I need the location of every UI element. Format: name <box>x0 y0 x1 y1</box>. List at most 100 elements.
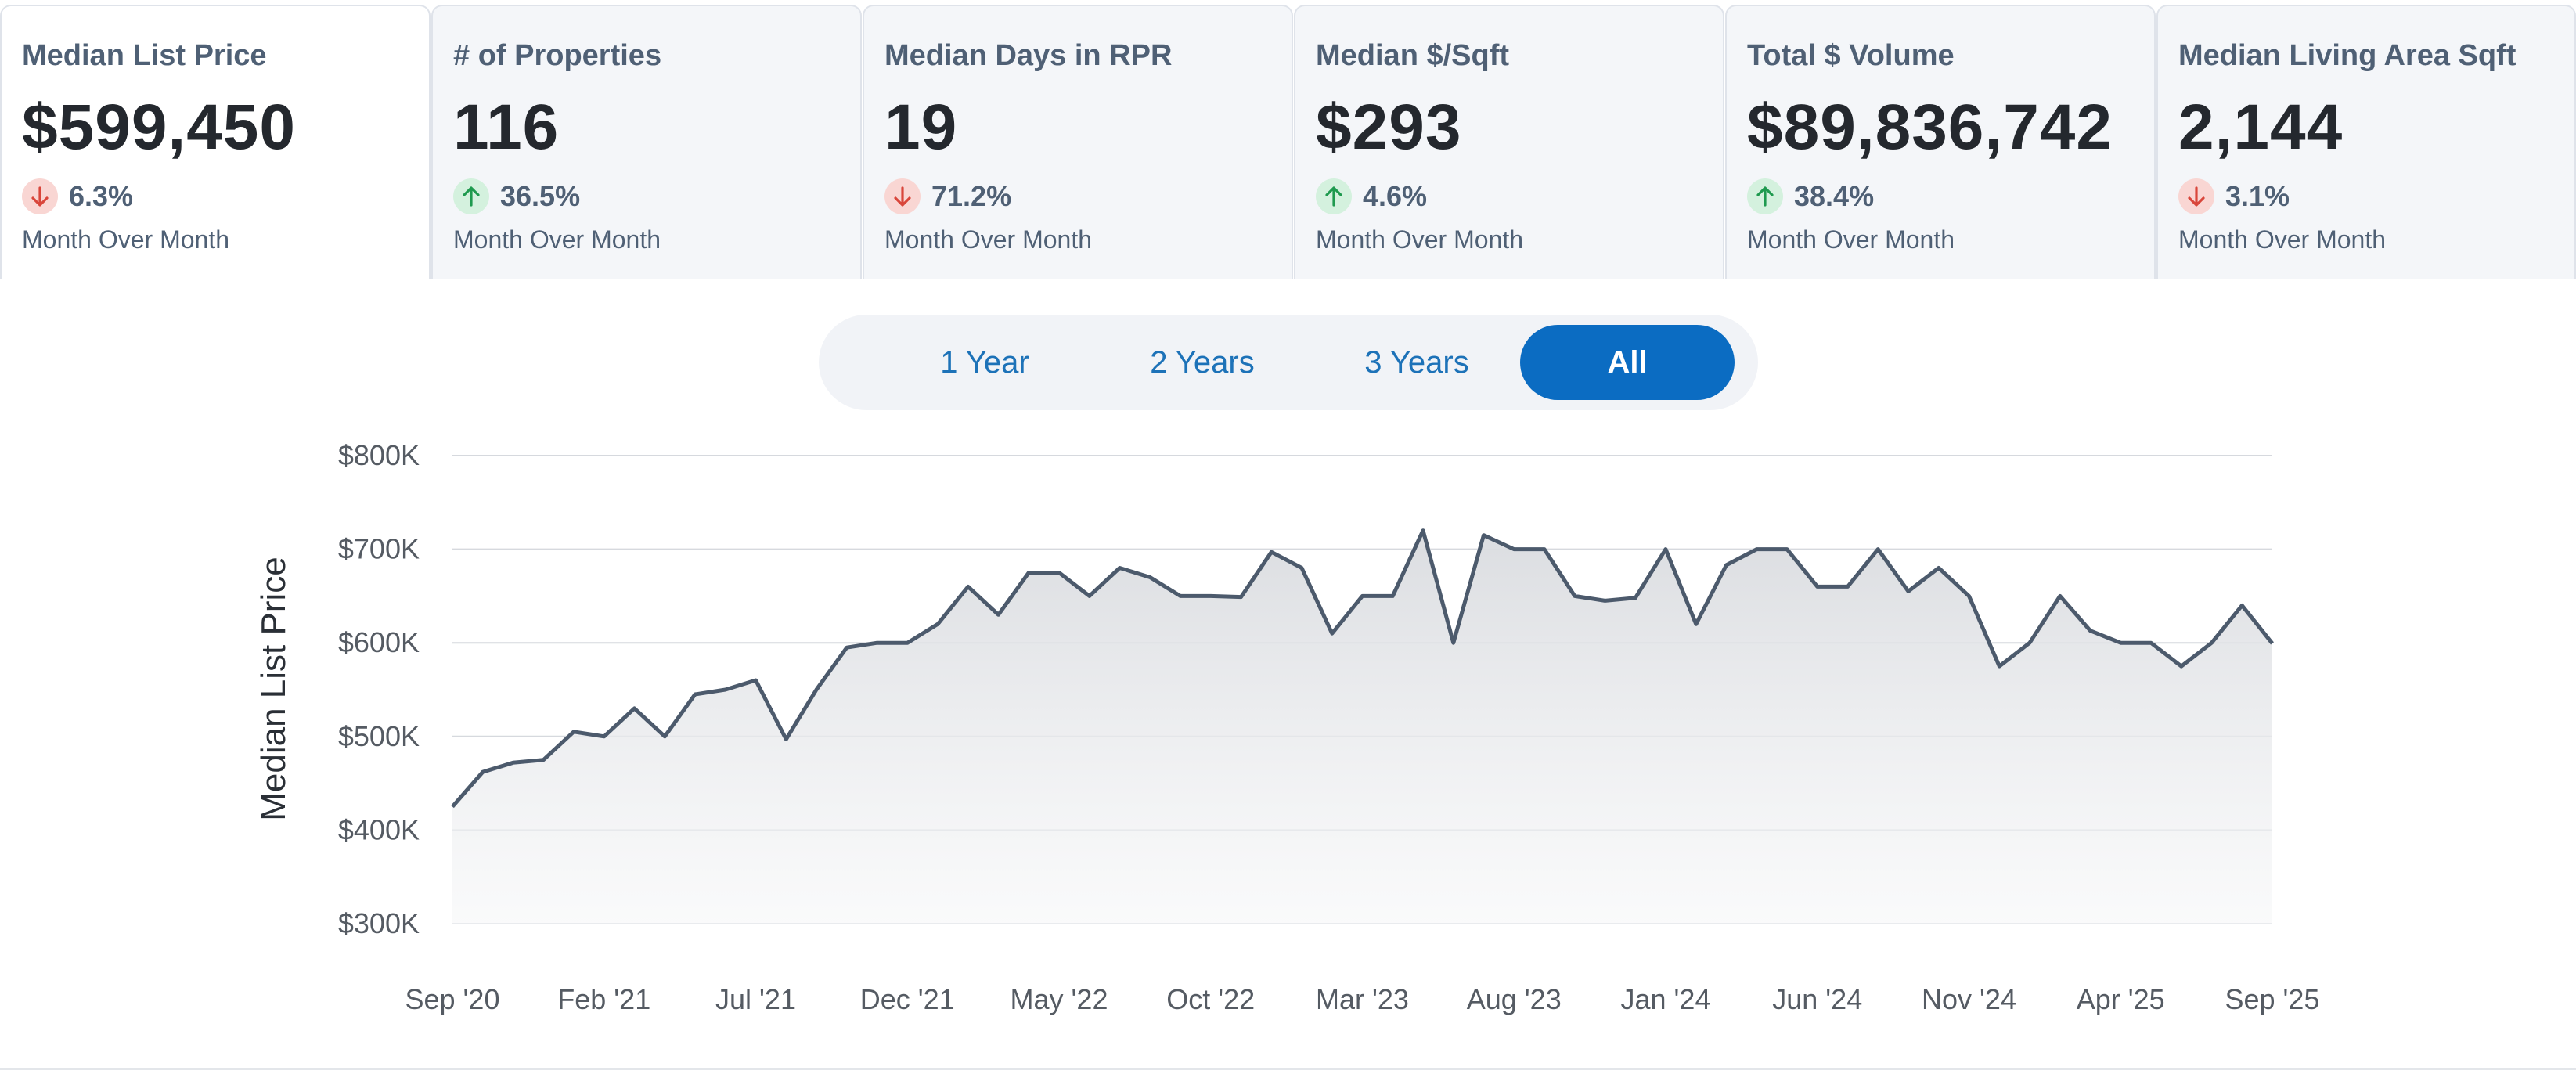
data-point <box>1451 640 1456 645</box>
data-point <box>1178 593 1183 598</box>
data-point <box>2149 640 2153 645</box>
data-point <box>1663 547 1668 552</box>
data-point <box>845 645 849 650</box>
data-point <box>1360 593 1365 598</box>
data-point <box>1299 566 1304 571</box>
data-point <box>723 687 728 692</box>
data-point <box>814 687 819 692</box>
data-point <box>1754 547 1759 552</box>
data-point <box>1421 528 1425 533</box>
metric-change-percent: 6.3% <box>69 180 134 212</box>
data-point <box>1542 547 1547 552</box>
metric-change: 3.1% <box>2178 177 2290 216</box>
data-point <box>1390 593 1395 598</box>
data-point <box>1694 622 1699 626</box>
metric-change-percent: 4.6% <box>1363 180 1428 212</box>
y-axis-label: Median List Price <box>254 557 293 820</box>
data-point <box>1482 533 1486 538</box>
arrow-down-icon <box>884 178 921 214</box>
x-tick-label: Jul '21 <box>715 983 796 1015</box>
data-point <box>693 692 697 697</box>
data-point <box>1875 547 1880 552</box>
y-tick-label: $300K <box>338 907 420 939</box>
data-point <box>2027 640 2032 645</box>
metric-period-label: Month Over Month <box>2178 225 2386 254</box>
metric-change: 6.3% <box>22 177 133 216</box>
metric-change-percent: 3.1% <box>2225 180 2290 212</box>
metric-card-3[interactable]: Median Days in RPR 19 71.2% Month Over Mont… <box>863 5 1293 279</box>
data-point <box>1239 595 1244 600</box>
data-point <box>481 769 485 774</box>
metric-title: Median Living Area Sqft <box>2178 39 2517 72</box>
metric-value: $293 <box>1316 92 1462 163</box>
data-point <box>1633 596 1637 600</box>
metric-period-label: Month Over Month <box>22 225 229 254</box>
range-option-1-year[interactable]: 1 Year <box>940 344 1029 380</box>
metric-title: Median Days in RPR <box>884 39 1173 72</box>
x-tick-label: Sep '20 <box>405 983 500 1015</box>
metric-cards: Median List Price $599,450 6.3% Month Over … <box>0 0 2576 279</box>
data-point <box>754 678 758 683</box>
arrow-up-icon <box>1316 178 1352 214</box>
y-tick-label: $500K <box>338 720 420 752</box>
data-point <box>1724 563 1729 568</box>
data-point <box>2058 593 2063 598</box>
metric-card-2[interactable]: # of Properties 116 36.5% Month Over Month <box>431 5 862 279</box>
data-point <box>1603 598 1608 603</box>
data-point <box>632 706 637 711</box>
data-point <box>1209 593 1213 598</box>
data-point <box>1511 547 1516 552</box>
data-point <box>1815 584 1820 589</box>
data-point <box>2270 641 2275 646</box>
data-point <box>2210 640 2214 645</box>
x-tick-label: Mar '23 <box>1316 983 1409 1015</box>
series-area <box>452 530 2272 924</box>
metric-title: Total $ Volume <box>1747 39 1955 72</box>
data-point <box>1846 584 1850 589</box>
x-tick-label: Jan '24 <box>1621 983 1711 1015</box>
data-point <box>571 730 576 734</box>
arrow-up-icon <box>1747 178 1783 214</box>
data-point <box>1785 547 1789 552</box>
data-point <box>905 640 910 645</box>
metric-card-5[interactable]: Total $ Volume $89,836,742 38.4% Month Over… <box>1725 5 2156 279</box>
metric-value: 116 <box>453 92 560 163</box>
data-point <box>1147 575 1152 579</box>
metric-title: # of Properties <box>453 39 662 72</box>
arrow-down-icon <box>22 178 58 214</box>
data-point <box>602 734 607 739</box>
x-tick-label: Aug '23 <box>1467 983 1562 1015</box>
x-tick-label: Nov '24 <box>1922 983 2016 1015</box>
data-point <box>1269 550 1274 554</box>
metric-period-label: Month Over Month <box>1747 225 1955 254</box>
data-point <box>1087 593 1092 598</box>
metric-card-1[interactable]: Median List Price $599,450 6.3% Month Over … <box>0 5 431 279</box>
data-point <box>1026 571 1031 575</box>
metric-change: 36.5% <box>453 177 580 216</box>
range-option-3-years[interactable]: 3 Years <box>1364 344 1469 380</box>
metric-title: Median List Price <box>22 39 267 72</box>
data-point <box>1906 589 1911 593</box>
metric-period-label: Month Over Month <box>884 225 1092 254</box>
arrow-up-icon <box>453 178 489 214</box>
range-option-all[interactable]: All <box>1520 325 1735 400</box>
metric-value: 2,144 <box>2178 92 2344 163</box>
data-point <box>1997 664 2001 669</box>
metric-change-percent: 36.5% <box>500 180 581 212</box>
metric-value: 19 <box>884 92 958 163</box>
series-line <box>451 528 2274 809</box>
x-tick-label: Feb '21 <box>557 983 650 1015</box>
time-range-toggle: 1 Year 2 Years 3 Years All <box>819 315 1758 410</box>
metric-period-label: Month Over Month <box>1316 225 1523 254</box>
metric-period-label: Month Over Month <box>453 225 661 254</box>
metric-card-6[interactable]: Median Living Area Sqft 2,144 3.1% Month Ov… <box>2156 5 2576 279</box>
metric-value: $599,450 <box>22 92 297 163</box>
metric-change: 38.4% <box>1747 177 1874 216</box>
metric-card-4[interactable]: Median $/Sqft $293 4.6% Month Over Month <box>1294 5 1724 279</box>
range-option-2-years[interactable]: 2 Years <box>1150 344 1255 380</box>
data-point <box>1573 593 1577 598</box>
data-point <box>2118 640 2123 645</box>
metric-value: $89,836,742 <box>1747 92 2113 163</box>
data-point <box>875 640 880 645</box>
arrow-down-icon <box>2178 178 2214 214</box>
